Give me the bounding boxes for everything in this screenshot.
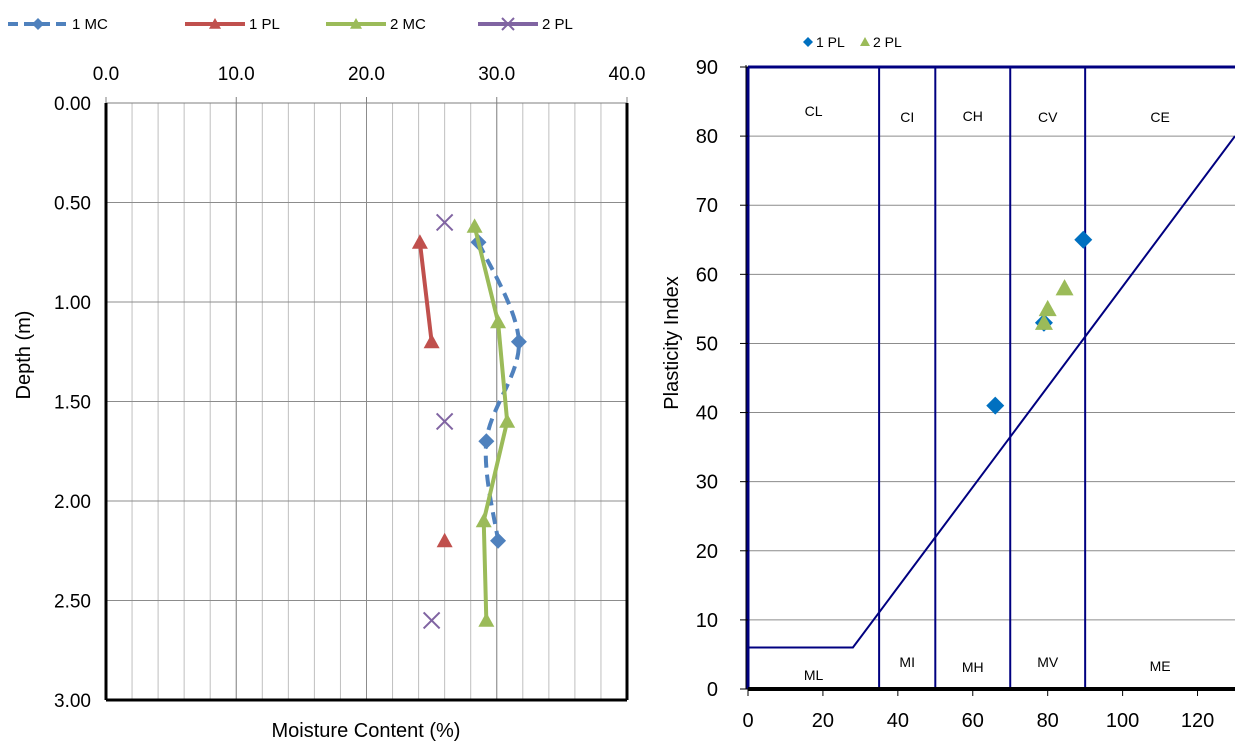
right-x-tick-label: 0 (742, 710, 753, 732)
left-y-tick-label: 1.00 (54, 293, 91, 314)
data-point-2-pl (422, 611, 441, 630)
legend-item: 1 PL (803, 34, 845, 50)
right-y-tick-label: 0 (707, 679, 718, 701)
data-point-1-mc (478, 433, 495, 450)
data-point-2-pl (435, 213, 454, 232)
zone-label-upper: CE (1150, 109, 1169, 125)
right-x-tick-label: 60 (962, 710, 984, 732)
left-y-tick-label: 0.00 (54, 94, 91, 115)
legend-label: 2 MC (390, 16, 426, 33)
data-point-2-pl (1034, 313, 1053, 330)
legend-item: 1 PL (185, 16, 280, 33)
right-y-axis-label: Plasticity Index (661, 276, 683, 409)
legend-swatch-marker (501, 17, 515, 31)
data-point-1-pl (436, 532, 453, 548)
legend-swatch-marker (350, 18, 362, 29)
left-x-tick-label: 30.0 (478, 64, 515, 85)
data-point-2-mc (475, 512, 492, 528)
legend-item: 1 MC (8, 16, 108, 33)
zone-label-upper: CV (1038, 109, 1058, 125)
right-x-tick-label: 40 (887, 710, 909, 732)
data-point-1-pl (1074, 230, 1093, 249)
right-y-tick-label: 40 (696, 403, 718, 425)
legend-swatch-marker-stroke (501, 17, 515, 31)
right-y-tick-label: 10 (696, 610, 718, 632)
data-point-2-mc (478, 612, 495, 627)
right-x-tick-label: 80 (1037, 710, 1059, 732)
a-line (748, 135, 1235, 649)
right-x-tick-label: 120 (1181, 710, 1214, 732)
zone-label-lower: ML (804, 667, 824, 683)
left-y-axis-label: Depth (m) (13, 311, 35, 400)
left-y-tick-label: 2.50 (54, 592, 91, 613)
legend-swatch-marker (803, 37, 813, 47)
left-x-axis-label: Moisture Content (%) (272, 720, 461, 742)
data-point-2-mc (499, 413, 516, 428)
right-x-tick-label: 100 (1106, 710, 1139, 732)
zone-label-upper: CH (963, 108, 983, 124)
left-y-tick-label: 2.00 (54, 492, 91, 513)
zone-label-lower: MH (962, 659, 984, 675)
data-point-2-mc (490, 313, 507, 329)
data-point-2-pl (1038, 299, 1057, 317)
right-y-tick-label: 60 (696, 264, 718, 286)
zone-label-lower: ME (1150, 658, 1171, 674)
right-y-tick-label: 70 (696, 195, 718, 217)
legend-item: 2 PL (478, 16, 573, 33)
left-y-tick-label: 0.50 (54, 194, 91, 215)
data-point-2-pl (1055, 279, 1074, 296)
left-x-tick-label: 10.0 (218, 64, 255, 85)
data-point-2-pl (435, 412, 454, 431)
data-point-1-mc (490, 532, 507, 549)
zone-label-upper: CL (805, 103, 823, 119)
legend-item: 2 PL (860, 34, 902, 50)
data-point-2-mc (466, 218, 483, 233)
legend-label: 2 PL (542, 16, 573, 33)
left-x-tick-label: 0.0 (93, 64, 119, 85)
right-y-tick-label: 30 (696, 472, 718, 494)
legend-swatch-marker (32, 18, 44, 30)
right-y-tick-label: 20 (696, 541, 718, 563)
right-y-tick-label: 50 (696, 333, 718, 355)
right-x-tick-label: 20 (812, 710, 834, 732)
data-point-1-pl (986, 396, 1005, 415)
moisture-depth-chart: 0.0 10.0 20.0 30.0 40.0 0.00 0.50 1.00 1.50 2.00 2… (8, 16, 645, 742)
series-line-1-pl (417, 240, 434, 344)
left-x-tick-label: 20.0 (348, 64, 385, 85)
zone-label-lower: MI (899, 654, 915, 670)
legend-swatch-marker (209, 18, 221, 29)
left-x-tick-label: 40.0 (609, 64, 646, 85)
data-point-2-pl-stroke (435, 213, 454, 232)
zone-label-upper: CI (900, 109, 914, 125)
right-y-tick-label: 80 (696, 126, 718, 148)
right-y-tick-label: 90 (696, 57, 718, 79)
plasticity-chart: 0 10 20 30 40 50 60 70 80 90 0 20 40 60 80 100 120 Plasti… (661, 34, 1235, 732)
legend-item: 2 MC (326, 16, 426, 33)
data-point-2-pl-stroke (435, 412, 454, 431)
series-line-1-mc (476, 241, 521, 542)
legend-label: 1 PL (816, 34, 845, 50)
left-y-tick-label: 1.50 (54, 393, 91, 414)
legend-label: 1 PL (249, 16, 280, 33)
left-y-tick-label: 3.00 (54, 691, 91, 712)
legend-label: 1 MC (72, 16, 108, 33)
legend-swatch-marker (860, 37, 870, 46)
data-point-1-pl (411, 234, 428, 249)
zone-label-lower: MV (1037, 654, 1059, 670)
data-point-2-pl-stroke (422, 611, 441, 630)
data-point-1-mc (510, 333, 527, 350)
data-point-1-pl (423, 333, 440, 349)
legend-label: 2 PL (873, 34, 902, 50)
